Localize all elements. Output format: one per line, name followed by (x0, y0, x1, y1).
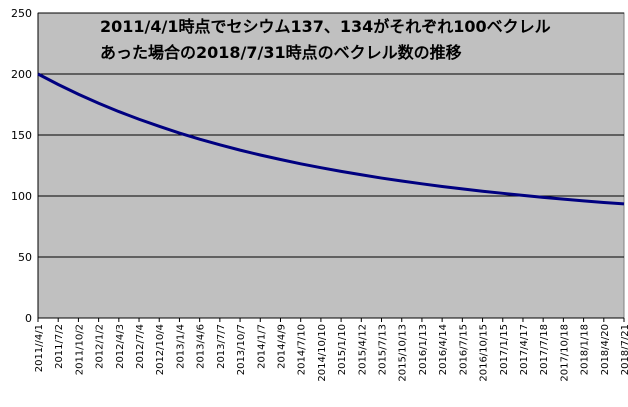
x-tick-label: 2012/1/2 (95, 324, 106, 369)
y-tick-label: 200 (11, 68, 32, 81)
x-tick-label: 2017/7/18 (539, 324, 550, 375)
x-tick-label: 2015/10/13 (398, 324, 409, 382)
x-tick-label: 2016/7/15 (458, 324, 469, 375)
x-tick-label: 2018/1/18 (580, 324, 591, 375)
x-tick-label: 2018/7/21 (620, 324, 628, 375)
chart-title: 2011/4/1時点でセシウム137、134がそれぞれ100ベクレル (100, 17, 551, 36)
y-tick-label: 250 (11, 7, 32, 20)
x-tick-label: 2015/4/12 (357, 324, 368, 375)
x-tick-label: 2011/10/2 (74, 324, 85, 375)
x-tick-label: 2016/1/13 (418, 324, 429, 375)
x-tick-label: 2011/7/2 (54, 324, 65, 369)
x-tick-label: 2014/4/9 (276, 324, 287, 369)
x-tick-label: 2017/4/17 (519, 324, 530, 375)
x-tick-label: 2017/10/18 (559, 324, 570, 382)
x-tick-label: 2015/7/13 (378, 324, 389, 375)
x-tick-label: 2015/1/10 (337, 324, 348, 375)
x-tick-label: 2013/10/7 (236, 324, 247, 375)
x-tick-label: 2017/1/15 (499, 324, 510, 375)
x-tick-label: 2016/10/15 (479, 324, 490, 382)
x-tick-label: 2018/4/20 (600, 324, 611, 375)
x-tick-label: 2012/10/4 (155, 324, 166, 375)
chart-title: あった場合の2018/7/31時点のベクレル数の推移 (100, 43, 462, 62)
x-tick-label: 2012/4/3 (115, 324, 126, 369)
x-tick-label: 2013/7/7 (216, 324, 227, 369)
x-tick-label: 2016/4/14 (438, 324, 449, 375)
y-tick-label: 50 (18, 251, 32, 264)
x-tick-label: 2011//4/1 (34, 324, 45, 372)
x-tick-label: 2013/1/4 (175, 324, 186, 369)
y-tick-label: 150 (11, 129, 32, 142)
y-tick-label: 100 (11, 190, 32, 203)
y-tick-label: 0 (25, 312, 32, 325)
x-tick-label: 2014/10/10 (317, 324, 328, 382)
x-tick-label: 2014/7/10 (297, 324, 308, 375)
x-tick-label: 2014/1/7 (256, 324, 267, 369)
plot-area (37, 12, 625, 319)
x-tick-label: 2012/7/4 (135, 324, 146, 369)
x-tick-label: 2013/4/6 (196, 324, 207, 369)
data-line (37, 72, 625, 206)
